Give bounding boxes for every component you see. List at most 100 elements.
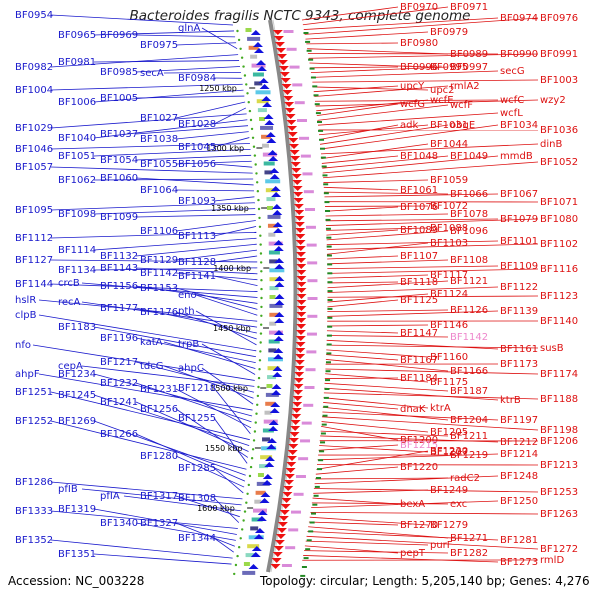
gene-arrow-reverse (272, 366, 283, 371)
feature-dot (260, 314, 263, 317)
label-connector (321, 155, 399, 164)
gene-arrow-forward (291, 168, 302, 173)
gene-label-left: BF1144 (15, 279, 53, 290)
label-connector (123, 495, 241, 512)
gene-arrow-reverse (250, 30, 261, 35)
gene-label-right: wcfE (430, 95, 454, 106)
feature-dot (237, 38, 241, 42)
feature-block (293, 492, 304, 496)
label-connector (327, 274, 429, 279)
label-connector (93, 267, 258, 271)
feature-block (265, 401, 276, 406)
feature-dash (313, 94, 319, 97)
gene-label-right: BF1122 (500, 282, 538, 293)
gene-label-left: BF0965 (58, 30, 96, 41)
label-connector (321, 425, 399, 441)
gene-label-left: BF1245 (58, 390, 96, 401)
gene-label-left: BF0975 (140, 40, 178, 51)
gene-arrow-forward (284, 102, 295, 107)
feature-dash (317, 468, 323, 471)
label-connector (309, 516, 429, 526)
feature-block (260, 455, 273, 460)
label-connector (135, 177, 254, 186)
feature-block (266, 384, 273, 388)
gene-label-left: BF1129 (140, 255, 178, 266)
feature-dot (259, 252, 263, 255)
label-connector (201, 343, 256, 375)
label-connector (50, 510, 238, 529)
gene-label-right: rmlA2 (450, 81, 480, 92)
gene-arrow-reverse (264, 120, 275, 125)
gene-label-right: BF1212 (500, 437, 538, 448)
label-connector (312, 497, 399, 505)
label-connector (322, 406, 449, 421)
feature-dash (319, 450, 325, 453)
label-connector (317, 112, 499, 126)
label-connector (316, 99, 429, 112)
feature-block (260, 125, 274, 130)
label-connector (307, 48, 449, 55)
gene-label-right: BF1096 (450, 226, 488, 237)
gene-label-left: BF1114 (58, 245, 96, 256)
gene-arrow-reverse (274, 282, 285, 287)
gene-label-right: BF0997 (450, 62, 488, 73)
feature-dot (254, 421, 257, 424)
gene-label-right: BF1200 (400, 435, 438, 446)
gene-arrow-reverse (273, 348, 284, 353)
gene-label-right: BF0990 (500, 49, 538, 60)
label-connector (303, 555, 499, 563)
label-connector (323, 161, 539, 179)
feature-dash (306, 49, 312, 52)
feature-dot (260, 270, 263, 273)
label-connector (306, 42, 399, 45)
gene-label-left: BF1142 (140, 268, 178, 279)
feature-dot (237, 546, 241, 549)
gene-label-right: BF1088 (430, 223, 468, 234)
gene-label-left: BF1038 (140, 134, 178, 145)
gene-arrow-reverse (271, 390, 282, 395)
label-connector (314, 85, 449, 97)
feature-block (245, 553, 255, 558)
feature-dot (245, 501, 248, 504)
gene-label-right: BF1071 (540, 197, 578, 208)
gene-label-right: BF1125 (400, 295, 438, 306)
label-connector (327, 242, 429, 255)
label-connector (315, 99, 539, 107)
label-connector (93, 178, 254, 181)
feature-dash (305, 40, 311, 43)
label-connector (325, 368, 539, 375)
feature-dot (259, 261, 263, 264)
feature-blocks (233, 28, 333, 577)
feature-dash (311, 512, 317, 515)
gene-arrow-reverse (262, 480, 273, 485)
gene-arrow-forward (293, 192, 304, 197)
gene-arrow-forward (270, 564, 281, 569)
gene-label-right: BF1003 (540, 75, 578, 86)
feature-block (267, 223, 278, 228)
gene-arrow-reverse (269, 168, 280, 173)
gene-label-right: BF1248 (500, 471, 538, 482)
gene-label-right: BF1076 (400, 202, 438, 213)
gene-label-left: BF1005 (100, 93, 138, 104)
label-connector (326, 227, 429, 231)
gene-label-right: BF1204 (450, 415, 488, 426)
gene-arrow-forward (295, 252, 306, 257)
feature-dot (248, 109, 252, 113)
gene-arrow-reverse (270, 402, 281, 407)
gene-label-left: BF1093 (178, 196, 216, 207)
feature-dash (314, 485, 320, 488)
tick-label: 1300 kbp (206, 144, 244, 153)
feature-dot (257, 198, 260, 202)
label-connector (315, 477, 449, 480)
feature-dash (327, 325, 333, 328)
label-connector (327, 268, 539, 274)
label-connector (93, 420, 246, 476)
gene-arrow-forward (292, 180, 303, 185)
feature-block (269, 286, 279, 291)
gene-arrow-reverse (274, 312, 285, 317)
label-connector (50, 113, 247, 129)
gene-label-left: BF1344 (178, 533, 216, 544)
gene-arrow-reverse (273, 246, 284, 251)
feature-block (269, 277, 282, 282)
